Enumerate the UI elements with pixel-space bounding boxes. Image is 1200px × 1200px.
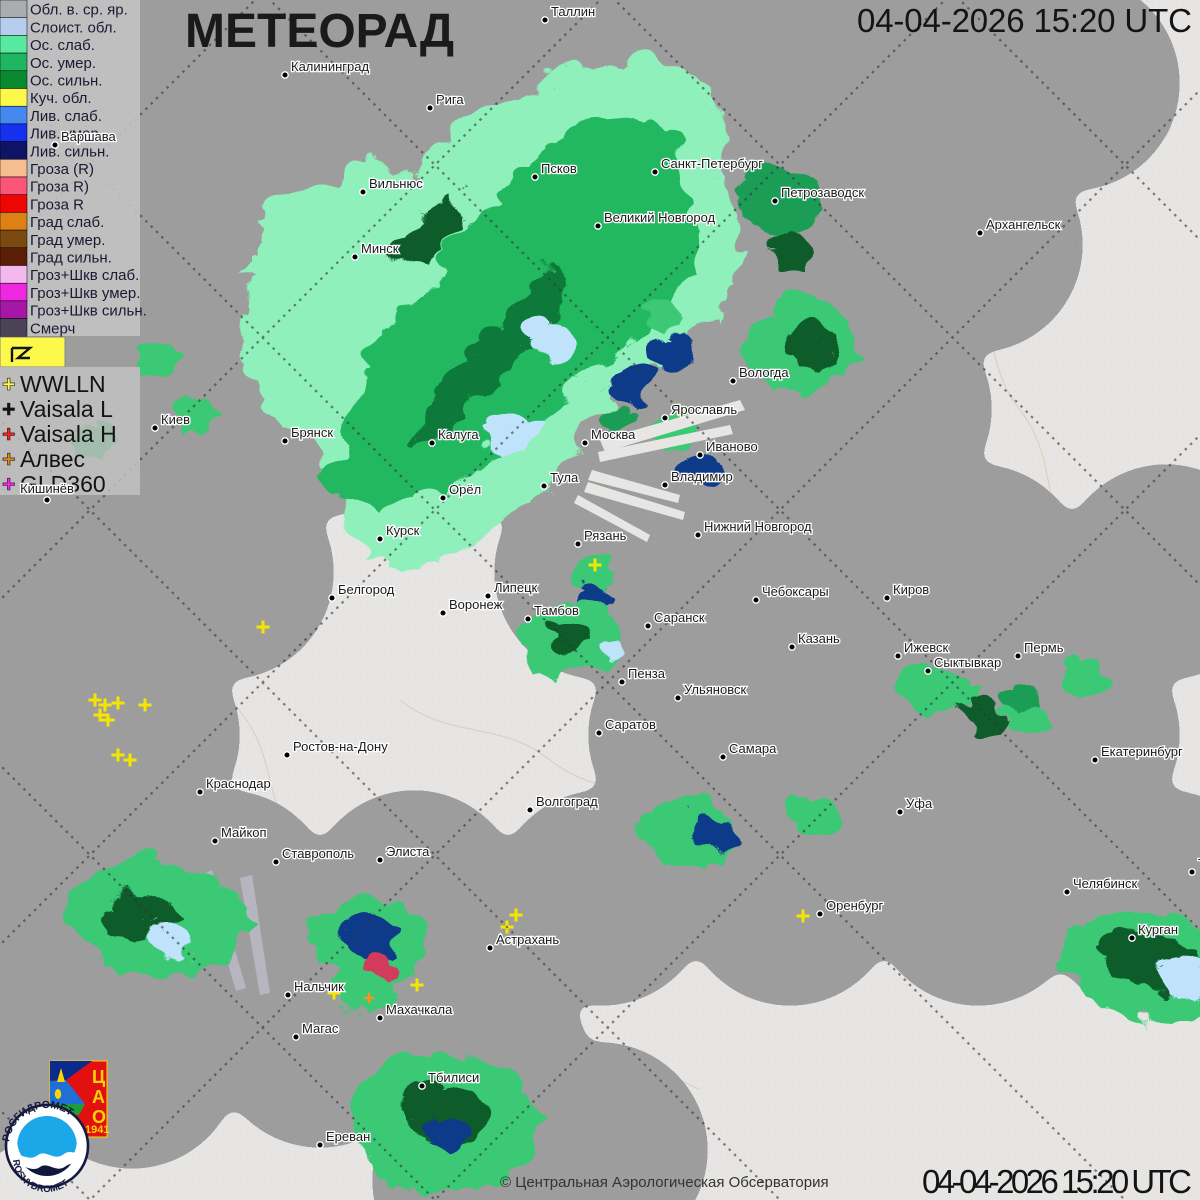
- svg-text:Тбилиси: Тбилиси: [428, 1070, 479, 1085]
- svg-text:Кишинёв: Кишинёв: [20, 481, 74, 496]
- svg-text:Белгород: Белгород: [338, 582, 395, 597]
- svg-text:Тула: Тула: [550, 470, 579, 485]
- svg-text:Вологда: Вологда: [739, 365, 789, 380]
- svg-text:Ярославль: Ярославль: [671, 402, 737, 417]
- svg-text:Нижний Новгород: Нижний Новгород: [704, 519, 812, 534]
- svg-text:Ульяновск: Ульяновск: [684, 682, 746, 697]
- svg-text:Варшава: Варшава: [61, 129, 117, 144]
- svg-text:Волгоград: Волгоград: [536, 794, 598, 809]
- svg-text:Пермь: Пермь: [1024, 640, 1064, 655]
- svg-text:Нальчик: Нальчик: [294, 979, 344, 994]
- svg-text:Элиста: Элиста: [386, 844, 430, 859]
- svg-text:Владимир: Владимир: [671, 469, 733, 484]
- svg-text:Магас: Магас: [302, 1021, 339, 1036]
- svg-text:Архангельск: Архангельск: [986, 217, 1061, 232]
- svg-text:Псков: Псков: [541, 161, 577, 176]
- svg-text:Калининград: Калининград: [291, 59, 369, 74]
- svg-text:Челябинск: Челябинск: [1073, 876, 1137, 891]
- svg-text:Ижевск: Ижевск: [904, 640, 949, 655]
- svg-text:Саратов: Саратов: [605, 717, 656, 732]
- svg-text:Астрахань: Астрахань: [496, 932, 559, 947]
- svg-text:Калуга: Калуга: [438, 427, 479, 442]
- svg-text:Махачкала: Махачкала: [386, 1002, 453, 1017]
- svg-text:Санкт-Петербург: Санкт-Петербург: [661, 156, 763, 171]
- svg-text:Минск: Минск: [361, 241, 399, 256]
- svg-text:Воронеж: Воронеж: [449, 597, 503, 612]
- svg-text:Киров: Киров: [893, 582, 929, 597]
- svg-text:Уфа: Уфа: [906, 796, 933, 811]
- svg-text:Чебоксары: Чебоксары: [762, 584, 829, 599]
- svg-text:Курган: Курган: [1138, 922, 1178, 937]
- svg-text:Самара: Самара: [729, 741, 777, 756]
- svg-text:Великий Новгород: Великий Новгород: [604, 210, 716, 225]
- svg-text:Рига: Рига: [436, 92, 464, 107]
- svg-text:Краснодар: Краснодар: [206, 776, 271, 791]
- svg-text:Пенза: Пенза: [628, 666, 666, 681]
- svg-text:Брянск: Брянск: [291, 425, 333, 440]
- svg-text:Петрозаводск: Петрозаводск: [781, 185, 864, 200]
- svg-text:Екатеринбург: Екатеринбург: [1101, 744, 1183, 759]
- svg-text:Тамбов: Тамбов: [534, 603, 579, 618]
- svg-text:Майкоп: Майкоп: [221, 825, 267, 840]
- svg-text:Липецк: Липецк: [494, 580, 538, 595]
- svg-text:Казань: Казань: [798, 631, 840, 646]
- svg-text:Орёл: Орёл: [449, 482, 481, 497]
- svg-text:Оренбург: Оренбург: [826, 898, 883, 913]
- svg-text:Вильнюс: Вильнюс: [369, 176, 423, 191]
- svg-text:Москва: Москва: [591, 427, 636, 442]
- svg-text:Ставрополь: Ставрополь: [282, 846, 354, 861]
- svg-text:Саранск: Саранск: [654, 610, 705, 625]
- svg-text:Таллин: Таллин: [551, 4, 595, 19]
- svg-text:Рязань: Рязань: [584, 528, 627, 543]
- svg-text:Киев: Киев: [161, 412, 190, 427]
- svg-text:Иваново: Иваново: [706, 439, 758, 454]
- svg-text:Ереван: Ереван: [326, 1129, 370, 1144]
- svg-text:Сыктывкар: Сыктывкар: [934, 655, 1001, 670]
- svg-text:Курск: Курск: [386, 523, 420, 538]
- svg-text:Ростов-на-Дону: Ростов-на-Дону: [293, 739, 388, 754]
